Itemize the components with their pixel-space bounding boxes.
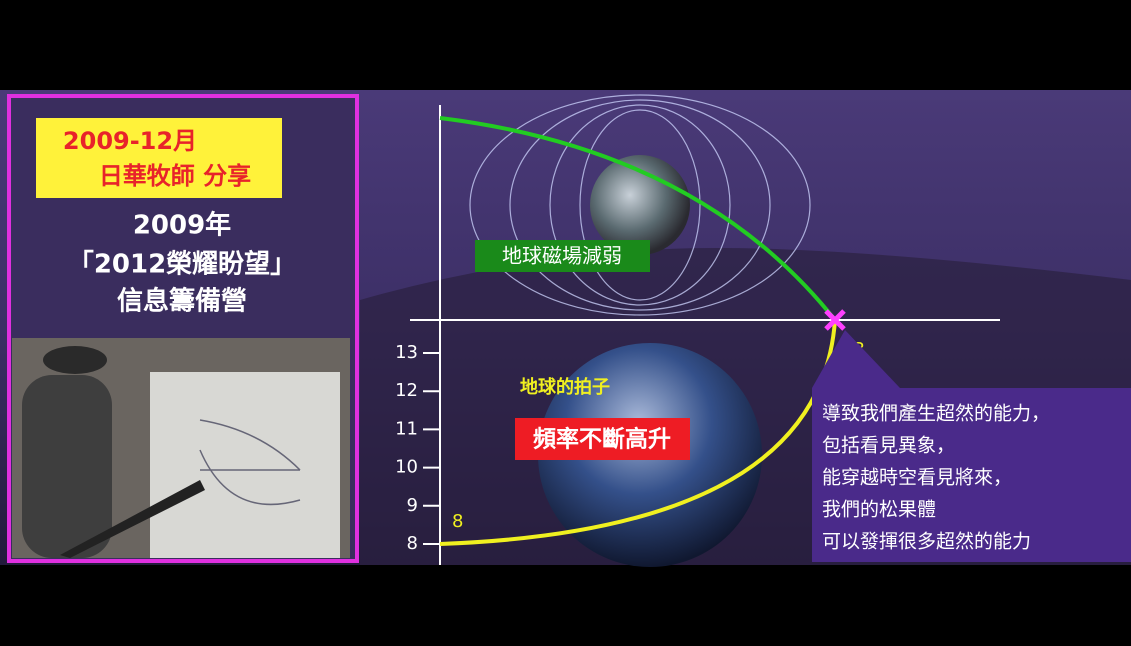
event-subtitle: 信息籌備營 [117,286,247,317]
music-stand [60,480,205,558]
magnetic-curve [439,116,837,322]
frequency-label: 頻率不斷高升 [533,426,671,453]
date-box [36,118,282,198]
earth-upper [590,155,690,255]
tick-label: 11 [395,418,418,439]
event-year: 2009年 [133,210,231,241]
tick-label: 13 [395,342,418,363]
speaker [22,375,112,558]
tick-label: 8 [407,533,418,554]
tick-label: 9 [407,495,418,516]
cross-marker [824,309,846,331]
callout-pointer [812,330,900,388]
event-title: 「2012榮耀盼望」 [68,249,296,280]
callout-line: 導致我們產生超然的能力， [822,403,1050,425]
callout-line: 包括看見異象， [822,435,955,457]
magnetic-label: 地球磁場減弱 [502,244,622,268]
beat-label: 地球的拍子 [520,376,610,398]
magnetic-label-box [475,240,650,272]
callout-line: 可以發揮很多超然的能力 [822,531,1031,553]
callout-line: 能穿越時空看見將來， [822,467,1012,489]
tick-label: 12 [395,380,418,401]
callout-box [812,388,1131,562]
field-lines [469,94,811,316]
whiteboard-sketch [199,419,301,506]
whiteboard [150,372,340,558]
tick-label: 10 [395,457,418,478]
start-value: 8 [452,511,463,532]
speaker-cap [43,346,107,374]
speaker-text: 日華牧師 分享 [99,162,251,190]
date-text: 2009-12月 [63,127,197,155]
callout-line: 我們的松果體 [822,499,936,521]
frequency-label-box [515,418,690,460]
